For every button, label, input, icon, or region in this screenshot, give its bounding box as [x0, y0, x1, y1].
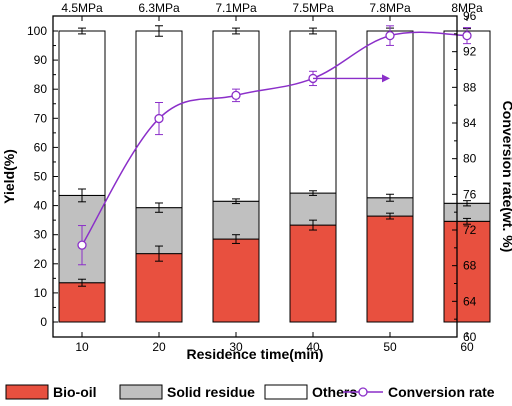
right-tick-label: 92 [463, 45, 477, 59]
pressure-label: 6.3MPa [138, 1, 180, 15]
conversion-line-layer [77, 25, 472, 266]
legend-label-solid-residue: Solid residue [167, 384, 255, 400]
conversion-rate-point [77, 240, 87, 250]
bar-others-30 [212, 30, 260, 202]
bar-bio-oil-50 [366, 215, 414, 323]
pressure-label: 7.5MPa [292, 1, 334, 15]
legend-swatch-others [264, 384, 308, 400]
legend-label-conversion-rate: Conversion rate [388, 384, 495, 400]
right-tick-label: 96 [463, 9, 477, 23]
bar-others-60 [443, 30, 491, 204]
pressure-label: 7.8MPa [369, 1, 411, 15]
pressure-label: 4.5MPa [61, 1, 103, 15]
right-tick-label: 80 [463, 152, 477, 166]
right-tick-label: 68 [463, 259, 477, 273]
left-tick-label: 20 [34, 257, 48, 271]
x-tick-label: 60 [460, 340, 474, 354]
legend-swatch-bio-oil [5, 384, 49, 400]
bar-bio-oil-40 [289, 224, 337, 323]
conversion-rate-point [154, 113, 164, 124]
bars-layer [58, 30, 491, 323]
left-tick-label: 80 [34, 82, 48, 96]
left-tick-label: 90 [34, 53, 48, 67]
left-tick-label: 30 [34, 228, 48, 242]
right-axis-title: Conversion rate(wt. %) [500, 101, 512, 253]
left-tick-label: 50 [34, 170, 48, 184]
right-tick-label: 72 [463, 223, 477, 237]
bar-bio-oil-60 [443, 220, 491, 323]
right-tick-label: 64 [463, 294, 477, 308]
pressure-label: 8MPa [451, 1, 483, 15]
conversion-rate-point [231, 90, 241, 101]
left-tick-label: 60 [34, 140, 48, 154]
x-tick-label: 20 [152, 340, 166, 354]
left-tick-label: 10 [34, 286, 48, 300]
bar-bio-oil-30 [212, 238, 260, 323]
bar-others-10 [58, 30, 106, 196]
x-tick-label: 10 [75, 340, 89, 354]
legend-marker-conversion [358, 387, 368, 397]
left-axis-title: Yield(%) [1, 149, 17, 204]
pressure-label: 7.1MPa [215, 1, 257, 15]
right-tick-label: 76 [463, 187, 477, 201]
right-tick-label: 88 [463, 80, 477, 94]
left-tick-label: 70 [34, 111, 48, 125]
legend: Bio-oil Solid residue Others Conversion rat… [5, 384, 495, 400]
right-tick-label: 84 [463, 116, 477, 130]
conversion-rate-point [462, 30, 472, 41]
conversion-rate-point [385, 30, 395, 41]
legend-label-bio-oil: Bio-oil [53, 384, 97, 400]
legend-swatch-solid-residue [119, 384, 163, 400]
left-tick-label: 0 [40, 315, 47, 329]
right-tick-label: 60 [463, 330, 477, 344]
left-tick-label: 40 [34, 199, 48, 213]
bar-others-50 [366, 30, 414, 199]
bar-bio-oil-20 [135, 253, 183, 323]
x-tick-label: 30 [229, 340, 243, 354]
axes-layer [52, 15, 468, 338]
x-axis-title: Residence time(min) [187, 346, 324, 362]
x-tick-label: 50 [383, 340, 397, 354]
annotation-arrow-head [382, 74, 390, 83]
bar-solid-residue-30 [212, 200, 260, 240]
legend-label-others: Others [312, 384, 357, 400]
left-tick-label: 100 [27, 24, 47, 38]
bar-others-40 [289, 30, 337, 194]
labels-layer: 0 10 20 30 40 50 60 70 80 90 100 60 64 68 72 76 80 84 88 92… [1, 1, 512, 362]
bar-bio-oil-10 [58, 282, 106, 323]
x-tick-label: 40 [306, 340, 320, 354]
